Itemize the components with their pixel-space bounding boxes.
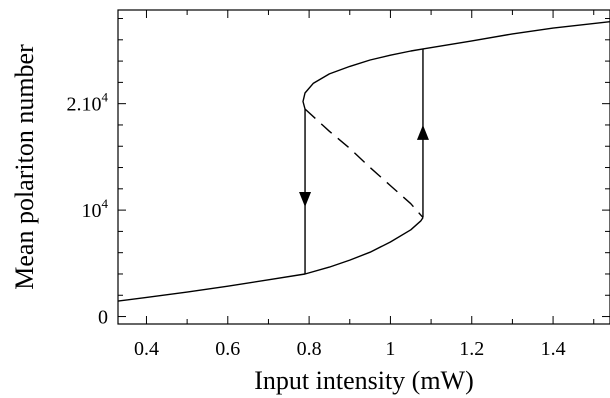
y-axis-title: Mean polariton number <box>10 44 39 290</box>
curves <box>117 21 610 302</box>
x-axis-title: Input intensity (mW) <box>254 366 474 395</box>
transition-arrows <box>299 48 429 274</box>
stable-branch-2 <box>302 21 610 110</box>
x-tick-label: 0.8 <box>297 338 322 360</box>
axis-ticks <box>118 10 610 324</box>
y-tick-labels: 0 104 2.104 <box>67 90 109 329</box>
x-tick-label: 1.2 <box>459 338 484 360</box>
x-tick-label: 1 <box>385 338 395 360</box>
arrowhead-down <box>299 191 312 207</box>
x-tick-labels: 0.4 0.6 0.8 1 1.2 1.4 <box>134 338 566 360</box>
arrowhead-up <box>416 124 429 140</box>
plot-frame <box>117 9 610 325</box>
unstable-branch-dashed <box>304 108 424 219</box>
y-tick-label: 2.104 <box>67 90 109 116</box>
x-tick-label: 0.6 <box>215 338 240 360</box>
stable-branch-1 <box>117 217 424 302</box>
y-tick-label: 0 <box>98 307 108 329</box>
y-tick-label: 104 <box>82 196 109 222</box>
x-tick-label: 0.4 <box>134 338 159 360</box>
x-tick-label: 1.4 <box>541 338 566 360</box>
